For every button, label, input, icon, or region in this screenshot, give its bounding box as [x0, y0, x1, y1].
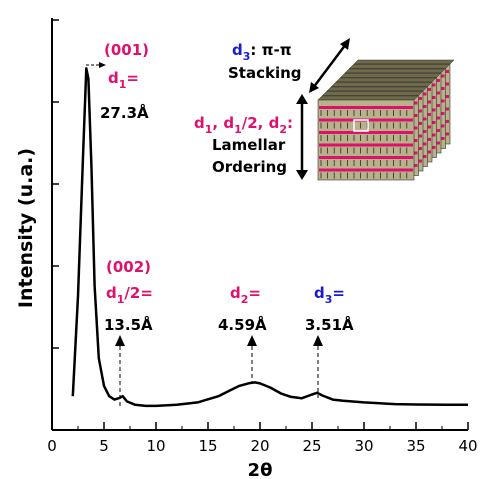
stacking-d-sub: 3 [243, 50, 251, 63]
x-tick-label-4: 20 [250, 437, 269, 455]
peak4-d-sub: 3 [325, 293, 333, 306]
peak4-value: 3.51Å [305, 315, 354, 334]
lamellar-d2-sub: 1 [234, 123, 242, 136]
x-tick-label-0: 0 [47, 437, 57, 455]
lamellar-word1: Lamellar [212, 136, 286, 154]
x-axis-title: 2θ [248, 460, 273, 479]
x-tick-label-7: 35 [406, 437, 425, 455]
peak1-d: d [108, 69, 119, 87]
peak1-pointer-head [99, 62, 106, 68]
lamellar-d2: d [223, 114, 234, 132]
lamellar-sep2: /2, [242, 114, 269, 132]
x-tick-label-6: 30 [354, 437, 373, 455]
peak3-pointer [247, 335, 257, 384]
stack-layer-0 [317, 95, 419, 181]
stacking-arrow [309, 38, 350, 93]
x-tick-label-8: 40 [458, 437, 477, 455]
stack-illustration [317, 59, 455, 181]
peak2-d: d [106, 284, 117, 302]
peak1-index-label: (001) [104, 41, 149, 59]
y-axis-title: Intensity (u.a.) [15, 148, 37, 308]
peak1-value: 27.3Å [100, 103, 149, 122]
peak4-d: d [314, 284, 325, 302]
peak4-d-label: d3= [314, 284, 345, 306]
peak2-pointer [115, 335, 125, 408]
x-tick-label-5: 25 [302, 437, 321, 455]
peak2-d-tail: /2= [124, 284, 152, 302]
peak3-d-label: d2= [230, 284, 261, 306]
stack-highlight-box [353, 119, 369, 132]
lamellar-d3-sub: 2 [279, 123, 287, 136]
stacking-label: d3: π-π [232, 41, 292, 63]
peak1-d-tail: = [126, 69, 139, 87]
lamellar-sep1: , [212, 114, 223, 132]
series-line [71, 67, 468, 408]
lamellar-arrow [296, 94, 308, 180]
x-tick-label-3: 15 [198, 437, 217, 455]
peak2-index-label: (002) [106, 258, 151, 276]
peak3-d: d [230, 284, 241, 302]
peak2-d-sub: 1 [117, 293, 125, 306]
lamellar-d1-sub: 1 [205, 123, 213, 136]
lamellar-word2: Ordering [212, 158, 287, 176]
lamellar-d1: d [194, 114, 205, 132]
peak4-d-tail: = [332, 284, 345, 302]
peak1-d-label: d1= [108, 69, 139, 91]
peak3-value: 4.59Å [218, 315, 267, 334]
lamellar-tail: : [287, 114, 293, 132]
x-tick-label-2: 10 [146, 437, 165, 455]
peak1-d-sub: 1 [119, 78, 127, 91]
lamellar-label: d1, d1/2, d2: [194, 114, 293, 136]
peak4-pointer [313, 335, 323, 398]
x-tick-label-1: 5 [99, 437, 109, 455]
stacking-d: d [232, 41, 243, 59]
stacking-text: : π-π [250, 41, 291, 59]
lamellar-d3: d [269, 114, 280, 132]
peak2-value: 13.5Å [104, 315, 153, 334]
peak2-d-label: d1/2= [106, 284, 153, 306]
peak3-d-sub: 2 [241, 293, 249, 306]
peak3-d-tail: = [248, 284, 261, 302]
stacking-word: Stacking [228, 64, 302, 82]
